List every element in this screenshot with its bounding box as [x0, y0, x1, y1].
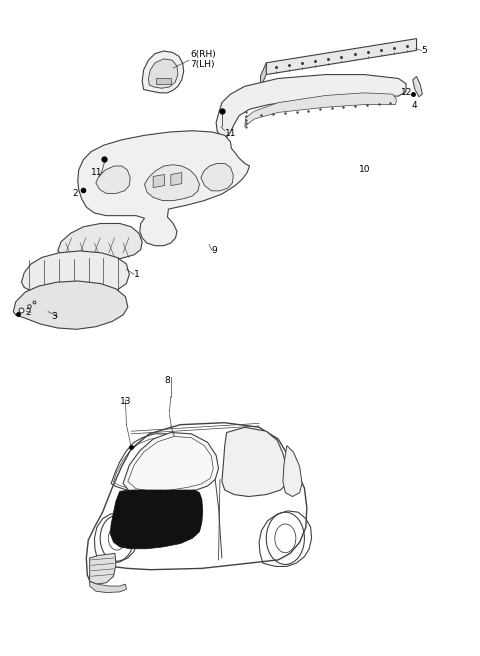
Polygon shape: [90, 581, 126, 592]
Polygon shape: [283, 445, 302, 497]
Text: 4: 4: [412, 102, 418, 110]
Polygon shape: [153, 174, 165, 188]
Text: 13: 13: [120, 397, 131, 405]
Polygon shape: [90, 554, 116, 584]
Polygon shape: [156, 78, 171, 85]
Text: 5: 5: [421, 46, 427, 55]
Polygon shape: [245, 93, 396, 127]
Text: 7(LH): 7(LH): [190, 60, 215, 70]
Polygon shape: [96, 166, 130, 194]
Polygon shape: [216, 75, 406, 137]
Text: 8: 8: [165, 376, 170, 385]
Polygon shape: [78, 131, 250, 246]
Polygon shape: [201, 163, 233, 191]
Text: 3: 3: [51, 312, 57, 321]
Polygon shape: [13, 281, 128, 329]
Polygon shape: [110, 490, 203, 549]
Polygon shape: [261, 63, 266, 88]
Polygon shape: [58, 224, 142, 261]
Polygon shape: [142, 51, 184, 93]
Text: 2: 2: [72, 189, 78, 198]
Text: 1: 1: [134, 270, 140, 279]
Polygon shape: [123, 432, 218, 495]
Polygon shape: [22, 251, 129, 300]
Text: 11: 11: [225, 129, 236, 138]
Text: 12: 12: [401, 89, 413, 97]
Polygon shape: [413, 77, 422, 96]
Text: 10: 10: [360, 165, 371, 174]
Text: 9: 9: [211, 247, 217, 255]
Polygon shape: [148, 59, 178, 89]
Polygon shape: [171, 173, 182, 186]
Polygon shape: [144, 165, 199, 201]
Text: 11: 11: [91, 168, 103, 177]
Polygon shape: [222, 427, 287, 497]
Text: 2: 2: [25, 308, 31, 317]
Text: 6(RH): 6(RH): [190, 51, 216, 60]
Polygon shape: [266, 39, 417, 75]
